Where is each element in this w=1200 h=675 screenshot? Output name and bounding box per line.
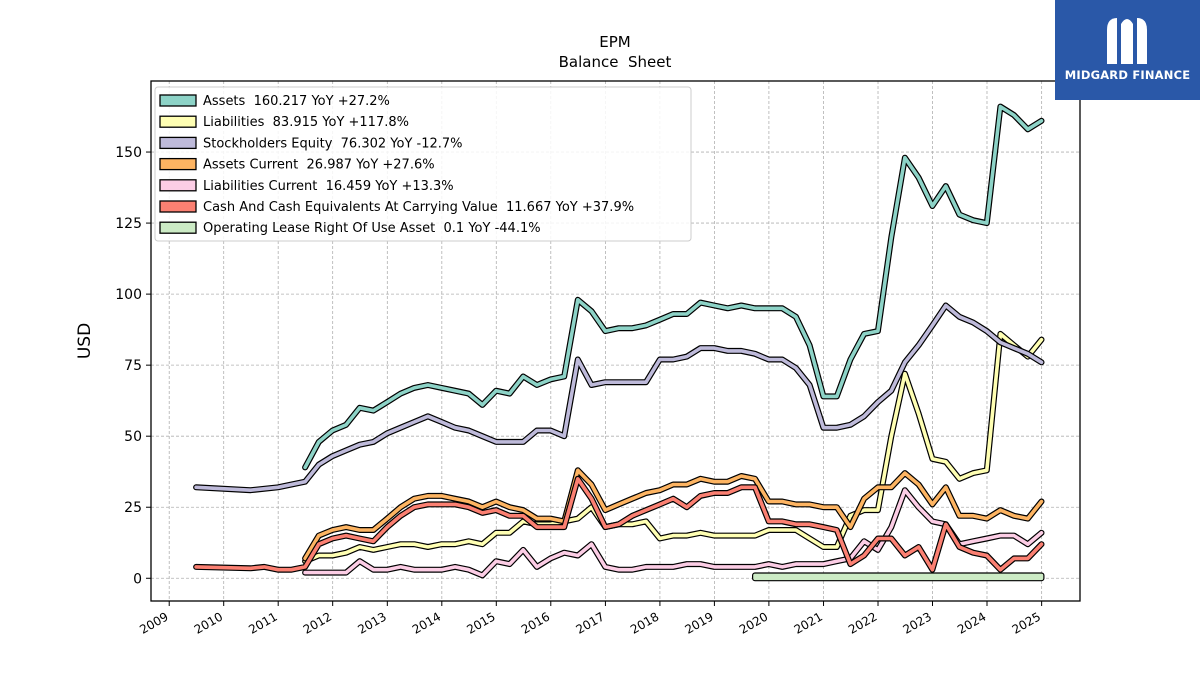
chart-title: EPM [599,33,630,51]
series-6 [193,475,1045,573]
legend-entry: Liabilities Current 16.459 YoY +13.3% [159,179,454,194]
midgard-m-logo-icon [1107,18,1147,64]
legend-swatch [159,179,197,192]
x-tick-label: 2017 [573,609,606,636]
brand-logo: MIDGARD FINANCE [1055,0,1200,100]
legend-entry: Operating Lease Right Of Use Asset 0.1 Y… [159,221,541,236]
legend-label: Operating Lease Right Of Use Asset 0.1 Y… [203,221,541,236]
y-tick-label: 125 [115,216,142,232]
x-tick-label: 2009 [137,609,170,636]
series-line [303,104,1044,470]
x-tick-label: 2020 [737,609,770,636]
x-tick-label: 2011 [246,609,279,636]
series-line [303,468,1044,561]
chart-series [193,103,1045,582]
series-line-outline [302,330,1045,565]
plot-frame [150,80,1081,602]
x-tick-label: 2022 [846,609,879,636]
series-5 [302,487,1045,579]
legend-entry: Stockholders Equity 76.302 YoY -12.7% [159,136,463,151]
x-tick-label: 2018 [628,609,661,636]
y-tick-label: 100 [115,287,142,303]
series-line [753,573,1044,581]
legend-entry: Assets 160.217 YoY +27.2% [159,94,390,109]
x-tick-label: 2019 [682,609,715,636]
series-1 [302,103,1045,471]
legend-label: Liabilities Current 16.459 YoY +13.3% [203,179,454,194]
brand-name: MIDGARD FINANCE [1064,68,1191,82]
x-tick-label: 2023 [901,609,934,636]
x-tick-label: 2014 [410,609,443,636]
x-tick-label: 2012 [301,609,334,636]
series-line [194,476,1044,572]
legend-label: Assets 160.217 YoY +27.2% [203,94,390,109]
legend-swatch [159,94,197,107]
legend-label: Assets Current 26.987 YoY +27.6% [203,158,435,173]
x-tick-label: 2013 [355,609,388,636]
series-7 [752,572,1045,582]
legend-entry: Cash And Cash Equivalents At Carrying Va… [159,200,634,215]
y-tick-label: 0 [133,571,142,587]
legend-swatch [159,115,197,128]
legend-swatch [159,157,197,171]
x-tick-label: 2015 [464,609,497,636]
series-line [303,332,1044,564]
x-tick-label: 2021 [792,609,825,636]
series-2 [302,330,1045,565]
legend-swatch [159,136,197,150]
legend-label: Cash And Cash Equivalents At Carrying Va… [203,200,634,215]
y-axis-label: USD [75,323,95,359]
legend-swatch [159,200,197,213]
x-tick-label: 2024 [955,609,988,636]
legend-entry: Assets Current 26.987 YoY +27.6% [159,157,435,173]
y-tick-label: 25 [124,500,142,516]
x-tick-label: 2010 [192,609,225,636]
legend-label: Liabilities 83.915 YoY +117.8% [203,115,409,130]
series-3 [193,302,1045,494]
series-line [194,303,1044,493]
legend-swatch [159,221,197,234]
y-tick-label: 75 [124,358,142,374]
legend-box [154,86,692,242]
chart-subtitle: Balance Sheet [559,53,672,71]
chart-legend: Assets 160.217 YoY +27.2% Liabilities 83.… [154,86,692,242]
x-tick-label: 2025 [1010,609,1043,636]
x-tick-label: 2016 [519,609,552,636]
series-4 [302,467,1045,562]
legend-entry: Liabilities 83.915 YoY +117.8% [159,115,409,130]
y-tick-label: 50 [124,429,142,445]
y-tick-label: 150 [115,145,142,161]
legend-label: Stockholders Equity 76.302 YoY -12.7% [203,136,463,151]
series-line [303,488,1044,578]
